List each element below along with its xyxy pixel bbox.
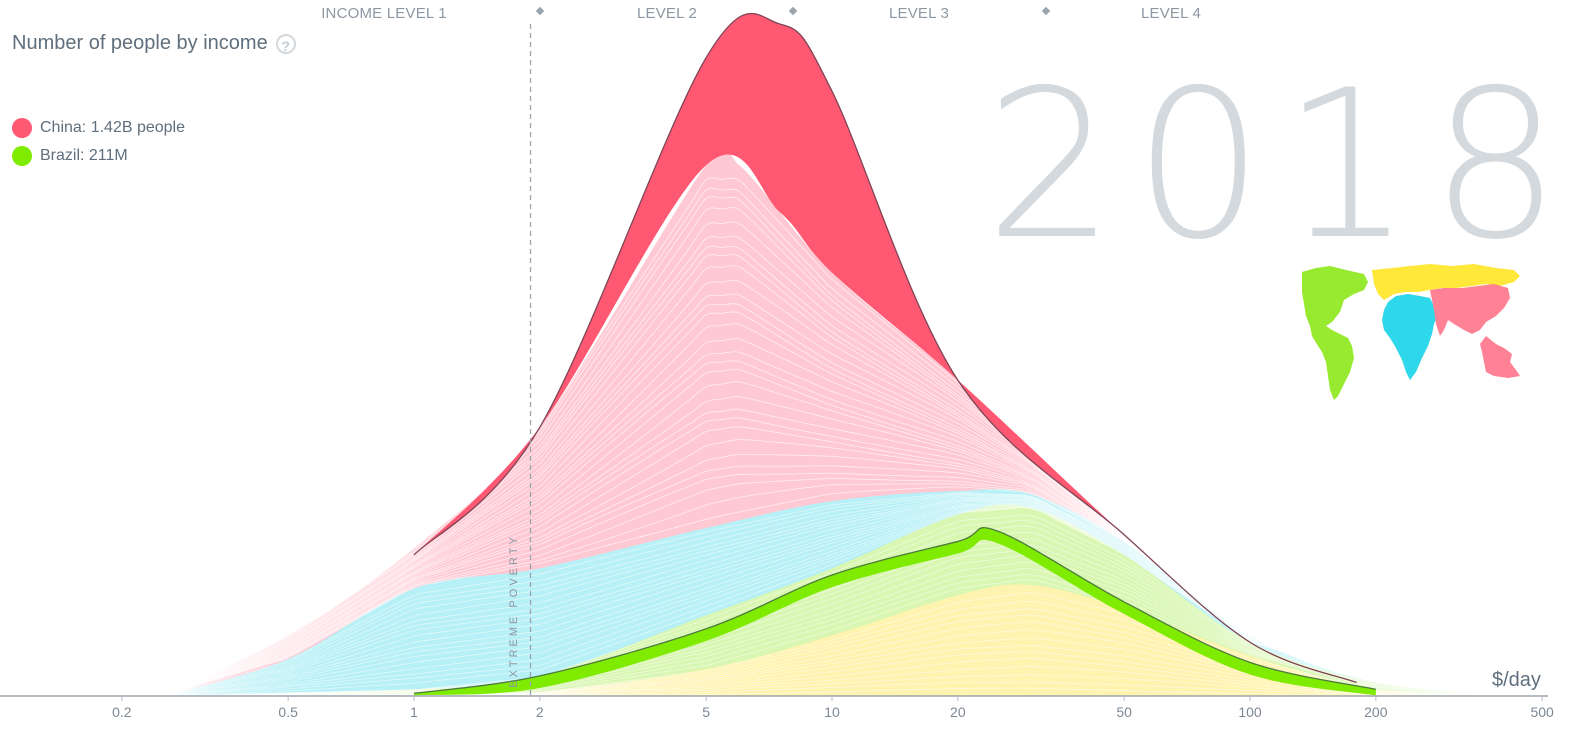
africa-map-shape [1382, 294, 1438, 380]
extreme-poverty-label: EXTREME POVERTY [508, 534, 520, 688]
americas-map-shape [1302, 266, 1368, 400]
x-tick-label-1: 1 [410, 704, 418, 720]
region-line-americas-12 [162, 514, 1524, 697]
x-tick-label-2: 2 [536, 704, 544, 720]
region-area-asia [162, 141, 1524, 696]
income-level-1-label[interactable]: INCOME LEVEL 1 [321, 5, 447, 22]
x-tick-label-5: 5 [702, 704, 710, 720]
x-tick-label-0.2: 0.2 [112, 704, 132, 720]
question-circle-icon[interactable]: ? [275, 33, 296, 54]
income-level-3-label[interactable]: LEVEL 3 [888, 5, 950, 22]
income-level-4-label[interactable]: LEVEL 4 [1140, 5, 1202, 22]
axis-unit-label: $/day [1492, 669, 1541, 691]
china-swatch [12, 118, 32, 138]
asia-map-shape [1430, 284, 1520, 378]
chart-legend: China: 1.42B people Brazil: 211M [12, 118, 185, 166]
region-line-europe-14 [162, 592, 1524, 697]
x-axis: 0.2 0.5 1 2 5 10 20 50 100 200 500 [0, 695, 1554, 720]
china-outline [413, 12, 1357, 684]
highlighted-series [413, 12, 1376, 696]
income-level-2-label[interactable]: LEVEL 2 [636, 5, 698, 22]
x-tick-label-10: 10 [824, 704, 840, 720]
world-regions-map-icon[interactable] [1296, 264, 1522, 404]
brazil-outline [413, 527, 1376, 694]
chart-header: Number of people by income ? [12, 32, 296, 55]
europe-map-shape [1372, 264, 1520, 300]
x-tick-label-200: 200 [1364, 704, 1388, 720]
x-tick-label-50: 50 [1116, 704, 1132, 720]
world-map-svg [1302, 264, 1520, 400]
brazil-area[interactable] [414, 527, 1376, 696]
x-tick-label-0.5: 0.5 [278, 704, 298, 720]
legend-label-china: China: 1.42B people [40, 119, 185, 136]
region-line-americas-9 [162, 531, 1524, 697]
brazil-swatch [12, 146, 32, 166]
x-tick-label-100: 100 [1238, 704, 1262, 720]
chart-title: Number of people by income [12, 32, 268, 54]
legend-label-brazil: Brazil: 211M [40, 147, 128, 164]
region-line-africa-18 [162, 492, 1524, 697]
x-tick-label-20: 20 [950, 704, 966, 720]
legend-item-china[interactable]: China: 1.42B people [12, 118, 185, 138]
x-tick-label-500: 500 [1530, 704, 1554, 720]
year-display: 2018 [985, 47, 1579, 285]
region-area-europe [162, 584, 1524, 696]
distribution-lines [162, 177, 1524, 697]
legend-item-brazil[interactable]: Brazil: 211M [12, 146, 185, 166]
